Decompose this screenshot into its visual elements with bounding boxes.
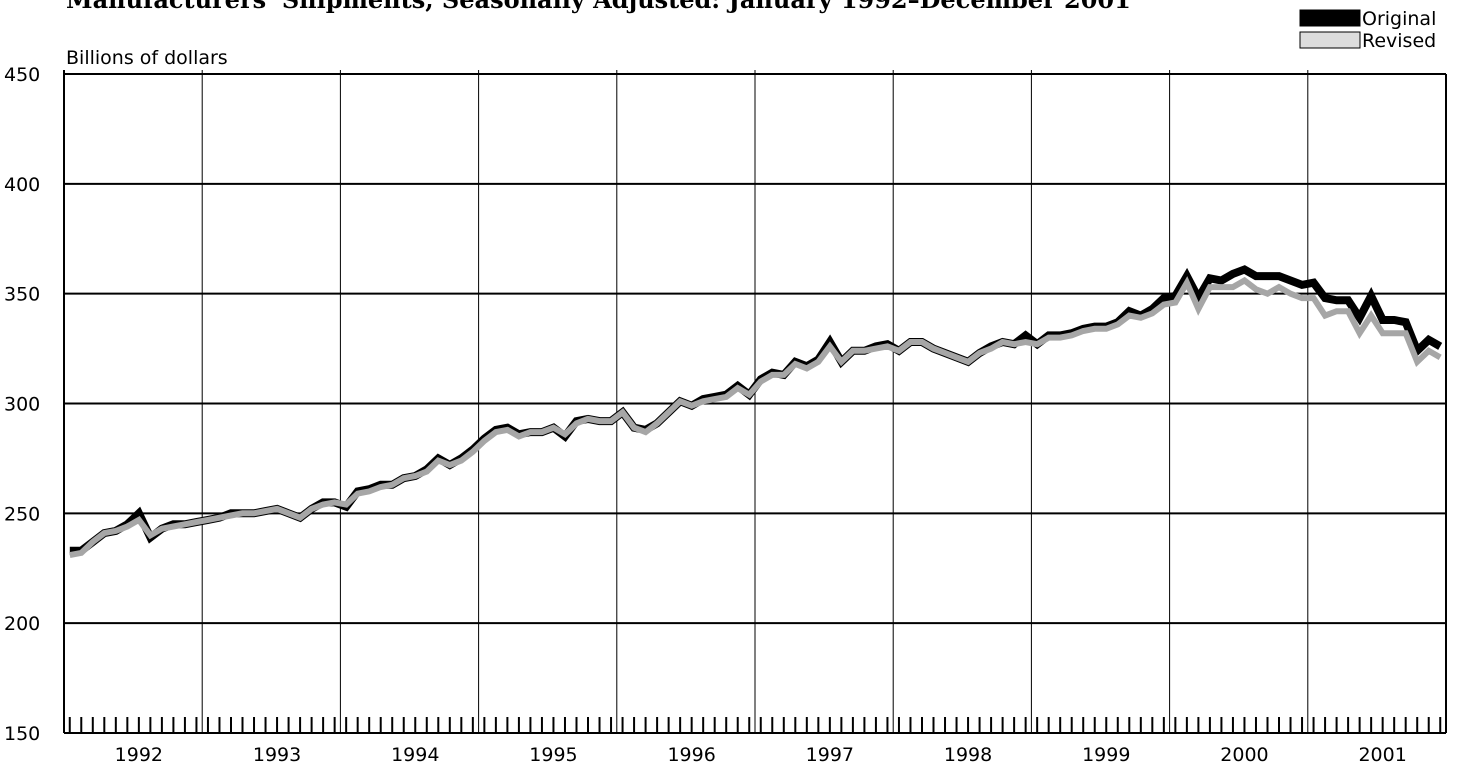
x-tick-label: 1996 — [667, 744, 715, 766]
x-tick-label: 2000 — [1220, 744, 1268, 766]
legend-label: Original — [1362, 8, 1436, 30]
x-tick-label: 1993 — [253, 744, 301, 766]
y-tick-label: 300 — [4, 394, 40, 416]
legend-swatch — [1299, 31, 1361, 49]
y-tick-label: 450 — [4, 64, 40, 86]
y-tick-label: 350 — [4, 284, 40, 306]
y-tick-label: 200 — [4, 613, 40, 635]
legend-swatch — [1299, 9, 1361, 27]
y-tick-label: 250 — [4, 503, 40, 525]
legend-label: Revised — [1362, 30, 1436, 52]
y-tick-label: 400 — [4, 174, 40, 196]
y-tick-label: 150 — [4, 723, 40, 745]
x-tick-label: 1997 — [806, 744, 854, 766]
x-tick-label: 1994 — [391, 744, 439, 766]
x-tick-label: 2001 — [1358, 744, 1406, 766]
x-tick-label: 1999 — [1082, 744, 1130, 766]
y-axis-label: Billions of dollars — [66, 47, 228, 69]
chart-title: Manufacturers' Shipments, Seasonally Adj… — [66, 0, 1131, 14]
x-tick-label: 1992 — [115, 744, 163, 766]
series-line — [69, 276, 1442, 559]
x-tick-label: 1998 — [944, 744, 992, 766]
x-tick-label: 1995 — [529, 744, 577, 766]
